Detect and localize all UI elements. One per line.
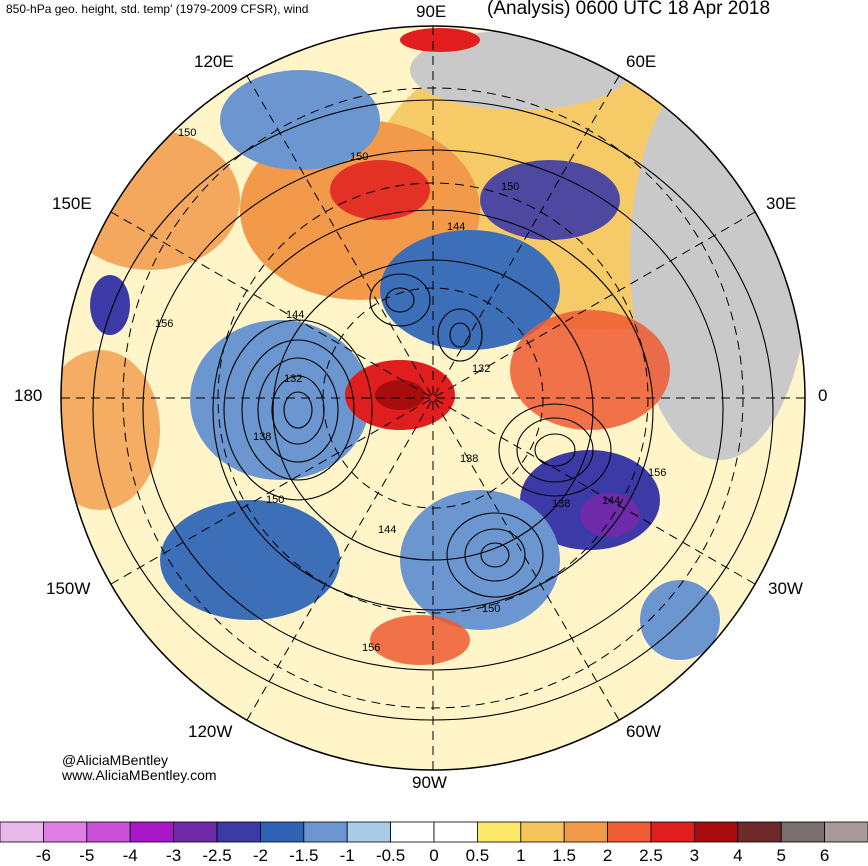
colorbar-swatch [259,821,305,843]
contour-label: 144 [447,221,465,233]
cool-anomaly-north [220,70,380,170]
lon-label-150w: 150W [46,579,91,598]
cold-core-ne [480,160,620,240]
contour-label: 144 [286,309,304,321]
colorbar-swatch [173,821,218,843]
contour-label: 144 [602,495,620,507]
warm-anomaly-dateline [61,350,160,510]
contour-label: 150 [501,181,519,193]
colorbar-tick-label: -2 [252,846,268,865]
credit-handle: @AliciaMBentley [62,752,169,768]
lon-label-150e: 150E [52,194,92,213]
colorbar-tick-label: -6 [35,846,51,865]
colorbar-swatch [433,821,478,843]
lon-label-90e: 90E [416,2,447,21]
colorbar-swatch [824,821,868,843]
contour-label: 156 [648,467,666,479]
lon-label-60w: 60W [626,722,661,741]
colorbar-tick-label: -5 [79,846,95,865]
map-border [60,25,806,771]
colorbar-swatch [346,821,392,843]
colorbar-tick-label: 0 [429,846,439,865]
colorbar-swatch [650,821,695,843]
colorbar-tick-label: -1.5 [289,846,319,865]
lon-label-120e: 120E [194,52,234,71]
credit-url: www.AliciaMBentley.com [62,767,217,783]
colorbar-tick-label: 3 [689,846,700,865]
lon-label-60e: 60E [626,52,657,71]
colorbar-tick-label: -0.5 [375,846,406,865]
cold-spot-west [90,275,130,335]
cold-core-atlantic [580,493,640,537]
header-left-title: 850-hPa geo. height, std. temp' (1979-20… [6,2,309,16]
cold-anomaly-west [190,320,370,480]
colorbar-tick-label: -3 [166,846,182,865]
contour-label: 156 [155,318,173,330]
lon-label-0: 0 [818,386,828,405]
contour-labels: 132 132 138 138 138 144 144 144 144 150 150 150 150 1… [155,127,666,654]
lon-label-90w: 90W [412,773,447,792]
colorbar-tick-label: -2.5 [202,846,232,865]
contour-label: 150 [266,494,284,506]
contour-label: 156 [362,642,380,654]
contour-label: 138 [552,498,570,510]
lon-label-30e: 30E [766,194,797,213]
cool-anomaly-se [640,580,720,660]
colorbar-tick-label: -1 [339,846,355,865]
contour-label: 150 [482,603,500,615]
lon-label-120w: 120W [188,722,233,741]
colorbar-tick-label: -4 [122,846,138,865]
header-right-title: (Analysis) 0600 UTC 18 Apr 2018 [487,0,771,19]
colorbar-tick-label: 1.5 [552,846,577,865]
colorbar-swatch [43,821,88,843]
colorbar-swatch [780,821,826,843]
contour-label: 150 [350,151,368,163]
colorbar-swatch [0,821,44,843]
contour-label: 138 [460,453,478,465]
colorbar-tick-label: 5 [776,846,786,865]
contour-label: 132 [284,373,302,385]
colorbar-swatch [694,821,739,843]
colorbar-swatch [737,821,782,843]
cold-anomaly-pacific [160,500,340,620]
colorbar-swatch [86,821,131,843]
lon-label-180: 180 [14,386,43,405]
graticule [61,26,805,770]
colorbar-tick-label: 1 [516,846,526,865]
colorbar-swatch [563,821,609,843]
colorbar-tick-label: 0.5 [465,846,490,865]
hot-core-center [375,380,425,410]
lon-label-30w: 30W [768,579,803,598]
colorbar-tick-label: 6 [819,846,830,865]
colorbar-tick-label: 4 [733,846,743,865]
hot-spot-siberia [330,160,430,220]
colorbar [0,821,868,843]
colorbar-swatch [216,821,261,843]
colorbar-swatch [476,821,522,843]
contour-label: 138 [253,431,271,443]
contour-label: 144 [378,524,396,536]
contour-label: 150 [178,127,196,139]
colorbar-swatch [303,821,348,843]
warm-anomaly-east [510,310,670,430]
colorbar-swatch [390,821,435,843]
colorbar-tick-label: 2.5 [639,846,663,865]
colorbar-swatch [129,821,174,843]
hot-spot-top [400,28,480,52]
colorbar-tick-label: 2 [602,846,613,865]
contour-label: 132 [472,363,490,375]
warm-anomaly-us [370,615,470,665]
colorbar-swatch [520,821,565,843]
colorbar-swatch [607,821,652,843]
